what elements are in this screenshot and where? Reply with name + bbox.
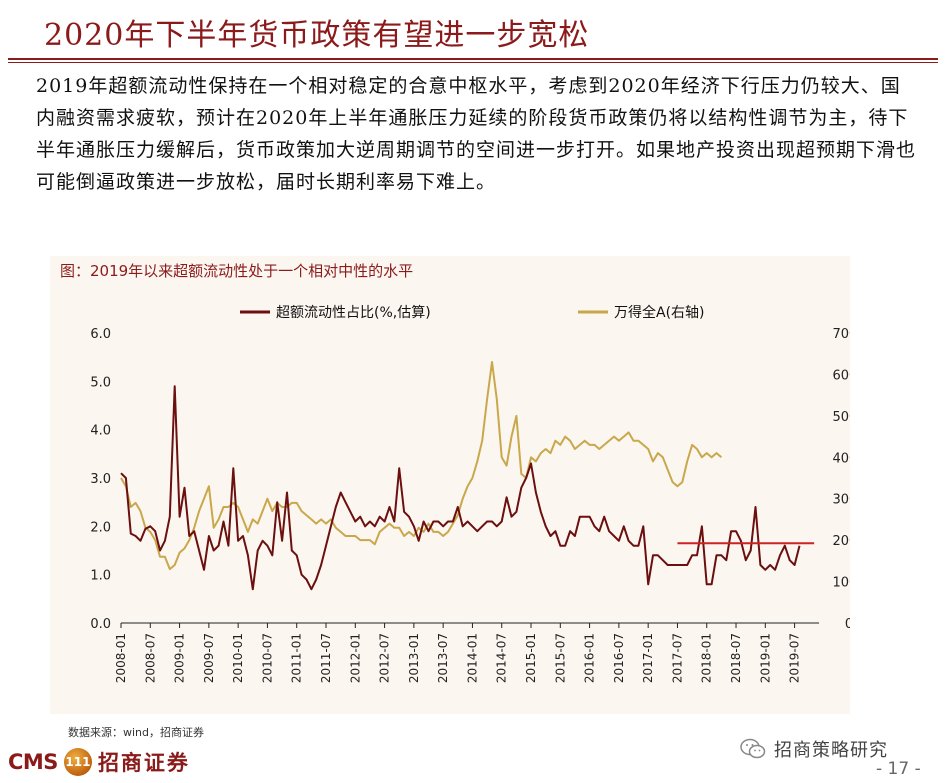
x-tick-label: 2012-07 bbox=[378, 633, 392, 683]
y-right-tick-label: 6000 bbox=[832, 368, 850, 383]
x-tick-label: 2016-01 bbox=[583, 633, 597, 683]
x-tick-label: 2019-07 bbox=[788, 633, 802, 683]
y-right-tick-label: 2000 bbox=[832, 534, 850, 549]
wechat-watermark: 招商策略研究 bbox=[740, 736, 888, 762]
x-tick-label: 2013-07 bbox=[436, 633, 450, 683]
x-tick-label: 2018-07 bbox=[729, 633, 743, 683]
y-right-tick-label: 7000 bbox=[832, 327, 850, 342]
y-left-tick-label: 2.0 bbox=[90, 520, 111, 535]
page-number: - 17 - bbox=[876, 759, 921, 779]
y-right-tick-label: 3000 bbox=[832, 493, 850, 508]
x-tick-label: 2008-01 bbox=[114, 633, 128, 683]
line-chart: 图：2019年以来超额流动性处于一个相对中性的水平 超额流动性占比(%,估算) … bbox=[60, 262, 850, 683]
x-tick-label: 2016-07 bbox=[612, 633, 626, 683]
y-left-tick-label: 1.0 bbox=[90, 569, 111, 584]
logo-cms-text: CMS bbox=[8, 750, 58, 774]
page-title: 2020年下半年货币政策有望进一步宽松 bbox=[44, 18, 590, 53]
x-tick-label: 2010-01 bbox=[231, 633, 245, 683]
wechat-icon bbox=[740, 738, 766, 759]
x-tick-label: 2017-01 bbox=[641, 633, 655, 683]
x-tick-label: 2015-01 bbox=[524, 633, 538, 683]
chart-legend: 超额流动性占比(%,估算) 万得全A(右轴) bbox=[240, 304, 705, 321]
y-left-tick-label: 0.0 bbox=[90, 617, 111, 632]
summary-paragraph: 2019年超额流动性保持在一个相对稳定的合意中枢水平，考虑到2020年经济下行压… bbox=[36, 75, 917, 193]
chart-title: 图：2019年以来超额流动性处于一个相对中性的水平 bbox=[60, 262, 413, 280]
x-tick-label: 2008-07 bbox=[143, 633, 157, 683]
x-tick-label: 2014-07 bbox=[495, 633, 509, 683]
legend-label-liquidity: 超额流动性占比(%,估算) bbox=[276, 305, 431, 321]
y-left-tick-label: 6.0 bbox=[90, 327, 111, 342]
chart-panel: 图：2019年以来超额流动性处于一个相对中性的水平 超额流动性占比(%,估算) … bbox=[50, 256, 850, 714]
y-right-tick-label: 1000 bbox=[832, 576, 850, 591]
title-divider bbox=[8, 58, 938, 60]
x-tick-label: 2011-07 bbox=[319, 633, 333, 683]
company-logo: CMS 111 招商证券 bbox=[8, 747, 190, 777]
x-tick-label: 2018-01 bbox=[700, 633, 714, 683]
logo-badge-icon: 111 bbox=[63, 748, 92, 776]
x-tick-label: 2013-01 bbox=[407, 633, 421, 683]
title-divider-thin bbox=[8, 62, 938, 63]
x-tick-label: 2010-07 bbox=[260, 633, 274, 683]
x-tick-label: 2015-07 bbox=[553, 633, 567, 683]
x-tick-label: 2011-01 bbox=[290, 633, 304, 683]
series-line-index bbox=[120, 361, 723, 571]
data-source-note: 数据来源：wind，招商证券 bbox=[68, 726, 205, 739]
x-tick-label: 2017-07 bbox=[670, 633, 684, 683]
y-left-tick-label: 4.0 bbox=[90, 424, 111, 439]
y-right-tick-label: 5000 bbox=[832, 410, 850, 425]
y-left-tick-label: 5.0 bbox=[90, 375, 111, 390]
logo-cn-text: 招商证券 bbox=[97, 751, 190, 775]
chart-axes: 0.0 1.0 2.0 3.0 4.0 5.0 6.0 0 1000 2000 3000 4000 50… bbox=[90, 327, 850, 683]
x-tick-label: 2009-01 bbox=[173, 633, 187, 683]
x-tick-label: 2012-01 bbox=[348, 633, 362, 683]
plot-area bbox=[120, 361, 815, 591]
y-left-tick-label: 3.0 bbox=[90, 472, 111, 487]
legend-label-index: 万得全A(右轴) bbox=[614, 304, 705, 321]
x-tick-label: 2009-07 bbox=[202, 633, 216, 683]
series-line-liquidity bbox=[120, 385, 801, 591]
x-tick-label: 2019-01 bbox=[758, 633, 772, 683]
wechat-account-name: 招商策略研究 bbox=[774, 740, 888, 761]
y-right-tick-label: 4000 bbox=[832, 451, 850, 466]
y-right-tick-label: 0 bbox=[845, 617, 850, 632]
x-tick-label: 2014-01 bbox=[465, 633, 479, 683]
